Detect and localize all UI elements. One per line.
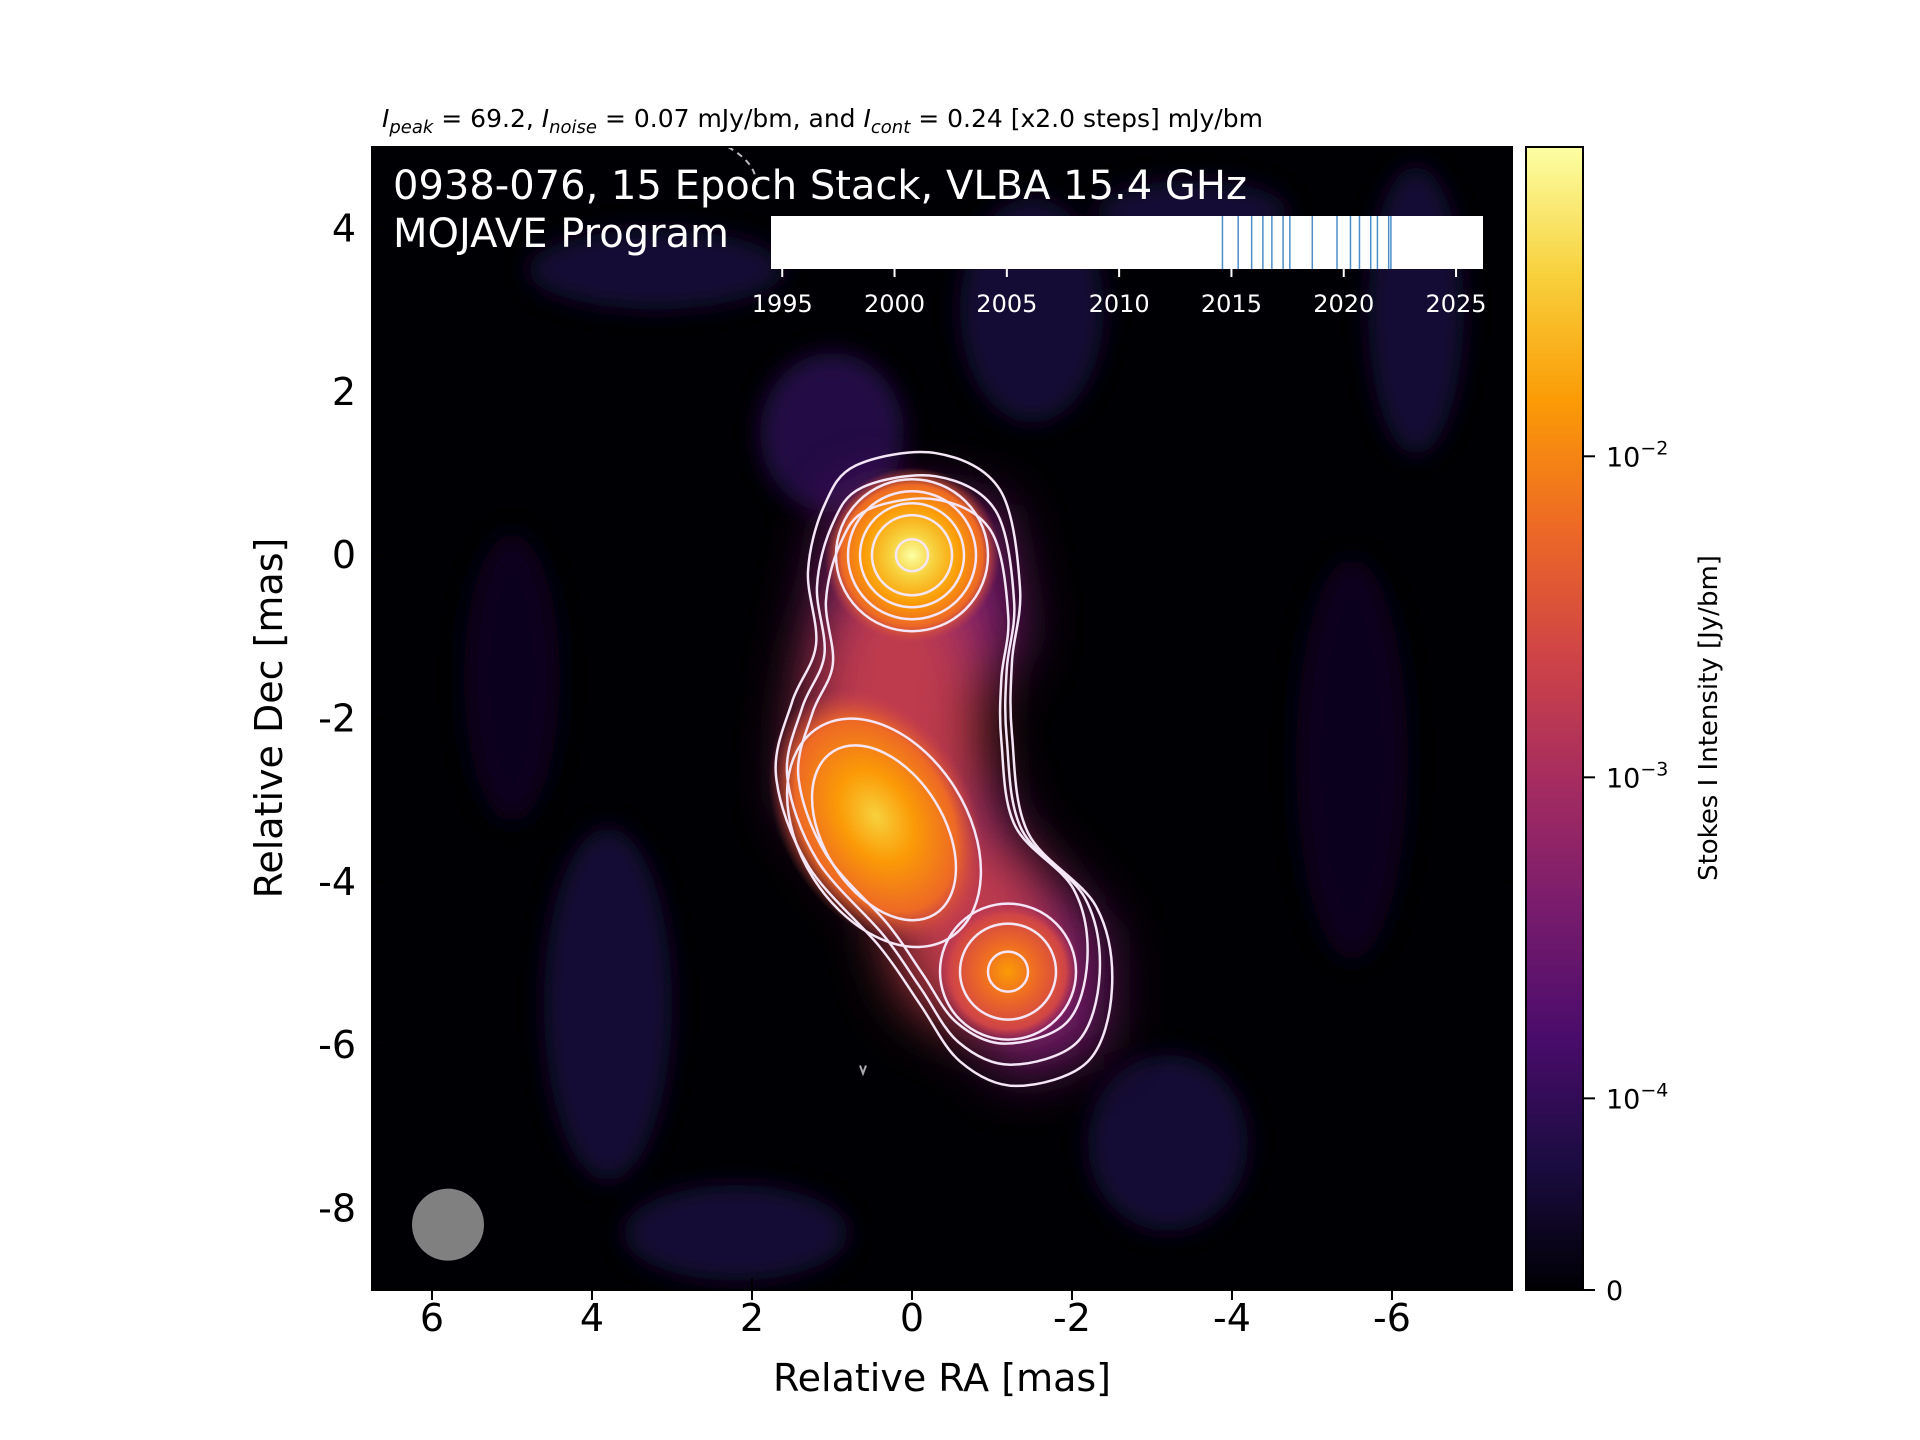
x-tick-label: 6 xyxy=(420,1296,444,1340)
timeline-epochs xyxy=(1221,216,1392,269)
contour-core xyxy=(846,489,978,621)
component xyxy=(824,467,1000,644)
noise-blob xyxy=(1088,1055,1248,1232)
peak-value: = 69.2, xyxy=(433,104,541,133)
colorbar-frame xyxy=(1525,146,1584,1291)
timeline-tick-label: 2015 xyxy=(1201,290,1262,318)
cont-value: = 0.24 [x2.0 steps] mJy/bm xyxy=(910,104,1263,133)
timeline-tick-label: 2000 xyxy=(864,290,925,318)
peak-subscript: peak xyxy=(388,117,435,138)
noise-subscript: noise xyxy=(549,117,597,138)
timeline-tick-label: 1995 xyxy=(752,290,813,318)
y-tick-label: 0 xyxy=(332,533,356,577)
component xyxy=(936,899,1080,1044)
program-title: MOJAVE Program xyxy=(393,211,729,257)
x-tick-label: -2 xyxy=(1053,1296,1091,1340)
cont-subscript: cont xyxy=(871,117,911,138)
y-tick-label: -8 xyxy=(318,1186,356,1230)
contour-outer xyxy=(785,474,1102,1066)
colorbar-tick-label: 10−2 xyxy=(1606,437,1668,473)
timeline-tick-label: 2025 xyxy=(1426,290,1487,318)
contour-core xyxy=(834,477,990,633)
contour-lower xyxy=(986,950,1030,993)
source-title: 0938-076, 15 Epoch Stack, VLBA 15.4 GHz xyxy=(393,163,1247,209)
x-tick-label: 0 xyxy=(900,1296,924,1340)
y-tick-label: 4 xyxy=(332,207,356,251)
x-axis-ticks: 6 4 2 0 -2 -4 -6 xyxy=(420,147,1411,1340)
contour-outer xyxy=(774,450,1114,1088)
contour-lower xyxy=(958,922,1058,1021)
contour-lower xyxy=(938,902,1078,1041)
y-tick-label: -6 xyxy=(318,1023,356,1067)
dashed-arc xyxy=(727,147,758,191)
colorbar-tick-label: 0 xyxy=(1606,1276,1623,1307)
contour-core xyxy=(894,537,930,573)
y-axis-ticks: 4 2 0 -2 -4 -6 -8 xyxy=(318,207,1512,1230)
epoch-timeline: 1995 2000 2005 2010 2015 2020 2025 xyxy=(752,216,1487,318)
noise-blob xyxy=(760,352,904,513)
colorbar-label: Stokes I Intensity [Jy/bm] xyxy=(1694,555,1724,881)
contour-core xyxy=(858,501,966,609)
small-contour xyxy=(859,1065,867,1077)
timeline-tick-label: 2010 xyxy=(1089,290,1150,318)
noise-value: = 0.07 mJy/bm, and xyxy=(597,104,864,133)
y-axis-label: Relative Dec [mas] xyxy=(247,538,291,899)
x-tick-label: -4 xyxy=(1213,1296,1251,1340)
beam-ellipse xyxy=(412,1188,484,1261)
image-stats-header: Ipeak = 69.2, Inoise = 0.07 mJy/bm, and … xyxy=(382,104,1263,138)
noise-blob xyxy=(624,1184,848,1281)
y-tick-label: -4 xyxy=(318,860,356,904)
cont-symbol: I xyxy=(864,104,871,133)
x-tick-label: -6 xyxy=(1373,1296,1411,1340)
x-tick-label: 2 xyxy=(740,1296,764,1340)
contour-mid xyxy=(810,744,958,922)
noise-symbol: I xyxy=(542,104,549,133)
component xyxy=(768,689,984,944)
noise-blob xyxy=(544,828,672,1181)
jet-emission xyxy=(768,467,1104,1078)
colorbar-tick-label: 10−3 xyxy=(1606,758,1668,794)
y-tick-label: 2 xyxy=(332,370,356,414)
timeline-ticks: 1995 2000 2005 2010 2015 2020 2025 xyxy=(752,269,1487,318)
colorbar-ticks: 10−2 10−3 10−4 0 xyxy=(1583,437,1668,1307)
x-tick-label: 4 xyxy=(580,1296,604,1340)
colorbar-tick-label: 10−4 xyxy=(1606,1079,1668,1115)
timeline-tick-label: 2005 xyxy=(976,290,1037,318)
y-tick-label: -2 xyxy=(318,697,356,741)
peak-symbol: I xyxy=(382,104,389,133)
x-axis-label: Relative RA [mas] xyxy=(773,1356,1111,1400)
timeline-tick-label: 2020 xyxy=(1313,290,1374,318)
noise-blob xyxy=(464,533,560,822)
contour-core xyxy=(870,513,954,597)
noise-blob xyxy=(528,229,784,310)
image-plot xyxy=(372,147,1512,1290)
contour-outer xyxy=(796,497,1089,1045)
contours xyxy=(774,450,1114,1088)
timeline-box xyxy=(771,216,1483,269)
noise-blob xyxy=(1296,559,1408,960)
colorbar: 10−2 10−3 10−4 0 Stokes I Intensity [Jy/bm] xyxy=(1525,146,1724,1307)
colorbar-gradient xyxy=(1526,147,1583,1290)
